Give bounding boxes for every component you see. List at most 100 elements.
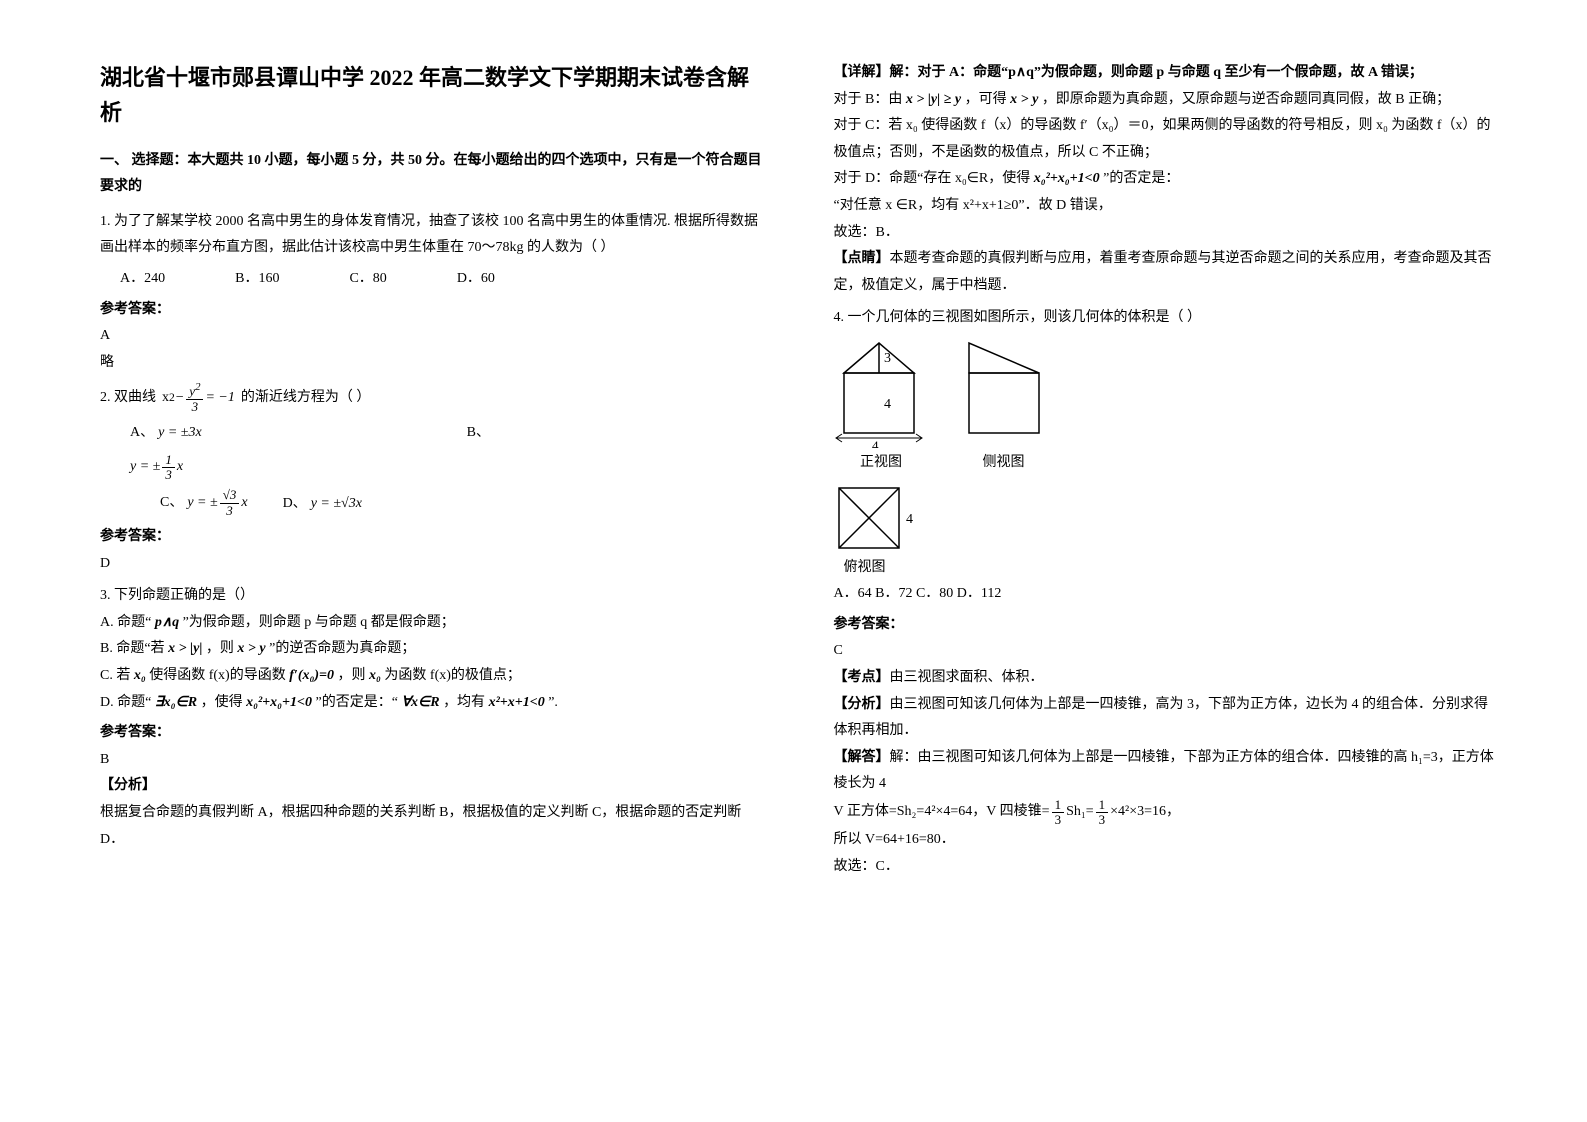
detail-d-3: “对任意 x ∈R，均有 x²+x+1≥0”．故 D 错误，	[834, 193, 1498, 220]
top-view-svg: 4	[834, 483, 924, 553]
q4-views-row1: 3 4 4 正视图 侧视图	[834, 338, 1498, 477]
side-view-block: 侧视图	[959, 338, 1049, 477]
frac-1-3-a: 13	[1052, 798, 1065, 828]
q2-mid: 的渐近线方程为（ ）	[241, 385, 371, 412]
dianjing-text: 本题考查命题的真假判断与应用，着重考查原命题与其逆否命题之间的关系应用，考查命题…	[834, 251, 1492, 293]
q4-jieda: 【解答】解：由三视图可知该几何体为上部是一四棱锥，下部为正方体的组合体．四棱锥的…	[834, 745, 1498, 798]
q2-opt-d-label: D、	[283, 491, 307, 518]
q3-d-1: D. 命题“	[100, 695, 151, 710]
q3-c-4: 为函数 f(x)的极值点；	[384, 668, 521, 683]
svg-text:3: 3	[884, 351, 891, 366]
q4-text: 4. 一个几何体的三视图如图所示，则该几何体的体积是（ ）	[834, 305, 1498, 332]
kaodian-text: 由三视图求面积、体积．	[890, 670, 1044, 685]
q3-b-3: ”的逆否命题为真命题；	[269, 641, 415, 656]
kaodian-label: 【考点】	[834, 670, 890, 685]
side-view-svg	[959, 338, 1049, 448]
q3-d-formula-1: ∃x₀∈R	[155, 695, 197, 710]
front-view-svg: 3 4 4	[834, 338, 929, 448]
q1-text: 1. 为了了解某学校 2000 名高中男生的身体发育情况，抽查了该校 100 名…	[100, 209, 764, 262]
q3-d-4: ，均有	[443, 695, 485, 710]
q3-d-formula-2: x₀²+x₀+1<0	[246, 695, 312, 710]
q2-opt-c-formula: y = ±√33x	[187, 488, 247, 518]
q3-a-formula: p∧q	[155, 615, 179, 630]
q4-ans: C	[834, 638, 1498, 665]
q2-stem: 2. 双曲线 x2 − y23 = −1 的渐近线方程为（ ）	[100, 382, 764, 414]
vol-prefix: V 正方体=Sh₂=4²×4=64，V 四棱锥=	[834, 799, 1050, 826]
top-view-block: 4 俯视图	[834, 483, 1498, 582]
q3-c-x0-2: x₀	[369, 668, 381, 683]
q3-c-2: 使得函数 f(x)的导函数	[149, 668, 286, 683]
detail-b-3: ，即原命题为真命题，又原命题与逆否命题同真同假，故 B 正确；	[1042, 92, 1450, 107]
q4-kaodian: 【考点】由三视图求面积、体积．	[834, 665, 1498, 692]
q3-d-3: ”的否定是：“	[316, 695, 398, 710]
q3-b-1: B. 命题“若	[100, 641, 165, 656]
q4-options: A．64 B．72 C．80 D．112	[834, 581, 1498, 608]
top-view-label: 俯视图	[844, 555, 886, 582]
detail-pick: 故选：B．	[834, 220, 1498, 247]
front-view-label: 正视图	[860, 450, 902, 477]
q2-ans-label: 参考答案：	[100, 524, 764, 551]
q3-d-5: ”.	[548, 695, 558, 710]
svg-text:4: 4	[906, 512, 913, 527]
q3-opt-d: D. 命题“ ∃x₀∈R ，使得 x₀²+x₀+1<0 ”的否定是：“ ∀x∈R…	[100, 690, 764, 717]
fenxi-label: 【分析】	[834, 697, 890, 712]
q3-text: 3. 下列命题正确的是（）	[100, 583, 764, 610]
detail-b-2: ，可得	[965, 92, 1007, 107]
q3-c-1: C. 若	[100, 668, 130, 683]
q1-opt-b: B．160	[235, 266, 279, 293]
dianjing: 【点睛】本题考查命题的真假判断与应用，着重考查原命题与其逆否命题之间的关系应用，…	[834, 246, 1498, 299]
q3-opt-c: C. 若 x₀ 使得函数 f(x)的导函数 f′(x₀)=0 ，则 x₀ 为函数…	[100, 663, 764, 690]
q4-ans-label: 参考答案：	[834, 612, 1498, 639]
detail-label: 【详解】解：对于 A：命题“p∧q”为假命题，则命题 p 与命题 q 至少有一个…	[834, 65, 1423, 80]
q2-opt-a: A、 y = ±3x	[130, 420, 202, 447]
q2-opt-c-label: C、	[160, 490, 183, 517]
q2-opt-d: D、 y = ±√3x	[283, 491, 362, 518]
svg-text:4: 4	[872, 438, 879, 448]
q3-analysis-label: 【分析】	[100, 773, 764, 800]
q1-opt-a: A．240	[120, 266, 165, 293]
q3-a-1: A. 命题“	[100, 615, 151, 630]
frac-1-3-b: 13	[1096, 798, 1109, 828]
detail-b-1: 对于 B：由	[834, 92, 903, 107]
q1-ans: A	[100, 323, 764, 350]
q3-opt-b: B. 命题“若 x > |y| ，则 x > y ”的逆否命题为真命题；	[100, 636, 764, 663]
q3-ans: B	[100, 747, 764, 774]
detail-c: 对于 C：若 x₀ 使得函数 f（x）的导函数 f′（x₀）＝0，如果两侧的导函…	[834, 113, 1498, 166]
q3-analysis: 根据复合命题的真假判断 A，根据四种命题的关系判断 B，根据极值的定义判断 C，…	[100, 800, 764, 853]
detail-b-formula-2: x > y	[1010, 92, 1038, 107]
q3-b-formula-1: x > |y|	[168, 641, 202, 656]
section-heading: 一、 选择题：本大题共 10 小题，每小题 5 分，共 50 分。在每小题给出的…	[100, 148, 764, 198]
q4-fenxi: 【分析】由三视图可知该几何体为上部是一四棱锥，高为 3，下部为正方体，边长为 4…	[834, 692, 1498, 745]
page-title: 湖北省十堰市郧县谭山中学 2022 年高二数学文下学期期末试卷含解析	[100, 60, 764, 130]
detail-b: 对于 B：由 x > |y| ≥ y ，可得 x > y ，即原命题为真命题，又…	[834, 87, 1498, 114]
q3-c-3: ，则	[338, 668, 366, 683]
q3-d-2: ，使得	[201, 695, 243, 710]
detail-a: 【详解】解：对于 A：命题“p∧q”为假命题，则命题 p 与命题 q 至少有一个…	[834, 60, 1498, 87]
jieda-label: 【解答】	[834, 750, 890, 765]
q4-volume-calc: V 正方体=Sh₂=4²×4=64，V 四棱锥= 13 Sh₁= 13 ×4²×…	[834, 798, 1181, 828]
q1-opt-c: C．80	[349, 266, 386, 293]
q3-b-formula-2: x > y	[237, 641, 265, 656]
q2-prefix: 2. 双曲线	[100, 385, 156, 412]
q3-d-formula-3: ∀x∈R	[401, 695, 439, 710]
q2-options-ab: A、 y = ±3x B、	[130, 420, 490, 447]
q3-ans-label: 参考答案：	[100, 720, 764, 747]
detail-d: 对于 D：命题“存在 x₀∈R，使得 x₀²+x₀+1<0 ”的否定是：	[834, 166, 1498, 193]
q4-final: 所以 V=64+16=80．	[834, 827, 1498, 854]
side-view-label: 侧视图	[983, 450, 1025, 477]
vol-result: =16，	[1144, 799, 1180, 826]
q1-opt-d: D．60	[457, 266, 495, 293]
detail-d-formula: x₀²+x₀+1<0	[1034, 171, 1100, 186]
q2-opt-b-formula: y = ±13x	[130, 453, 764, 483]
detail-d-2: ”的否定是：	[1103, 171, 1179, 186]
q3-b-2: ，则	[206, 641, 234, 656]
vol-mid: Sh₁=	[1066, 799, 1094, 826]
q3-d-formula-4: x²+x+1<0	[489, 695, 545, 710]
q2-opt-a-formula: y = ±3x	[158, 420, 202, 447]
q2-opt-b-label: B、	[467, 420, 490, 447]
q3-c-x0-1: x₀	[134, 668, 146, 683]
svg-text:4: 4	[884, 397, 891, 412]
jieda-text: 解：由三视图可知该几何体为上部是一四棱锥，下部为正方体的组合体．四棱锥的高 h₁…	[834, 750, 1494, 792]
q2-opt-c: C、 y = ±√33x	[160, 488, 248, 518]
front-view-block: 3 4 4 正视图	[834, 338, 929, 477]
